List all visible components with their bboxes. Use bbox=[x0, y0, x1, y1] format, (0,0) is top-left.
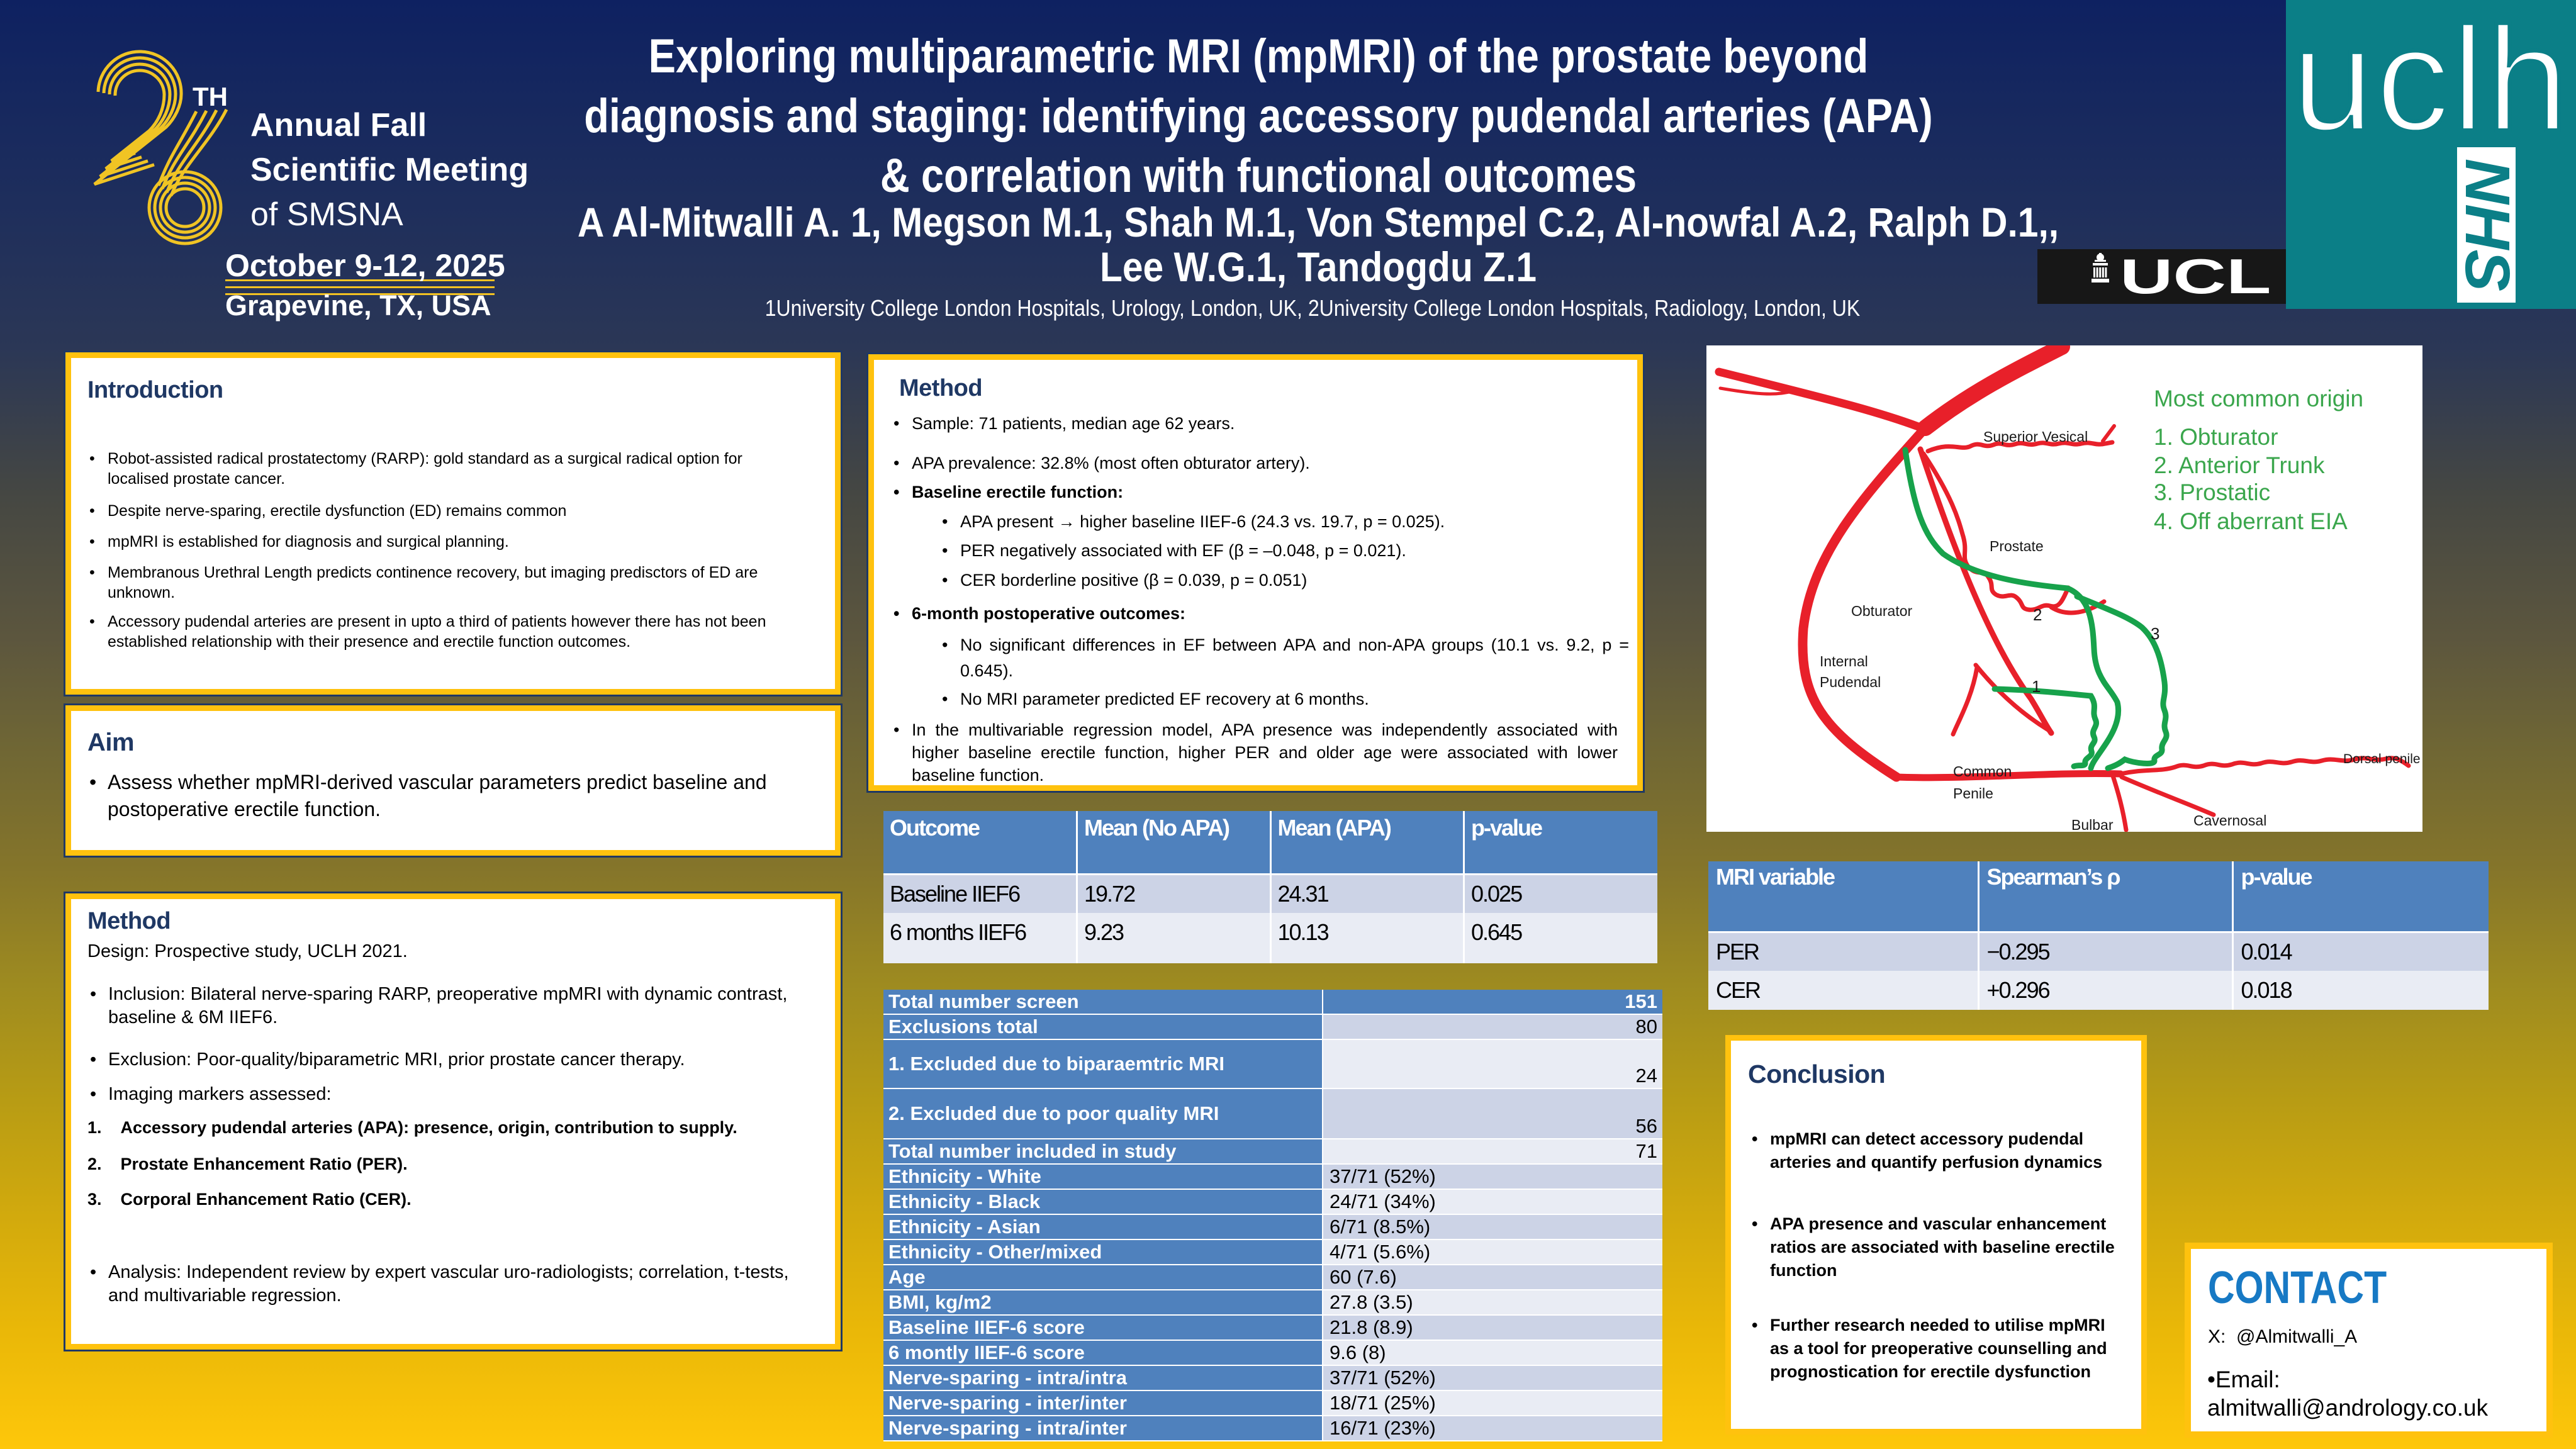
svg-text:Bulbar: Bulbar bbox=[2071, 817, 2114, 832]
svg-text:Dorsal penile: Dorsal penile bbox=[2343, 752, 2421, 766]
svg-text:3. Prostatic: 3. Prostatic bbox=[2154, 479, 2270, 505]
svg-text:Prostate: Prostate bbox=[1990, 538, 2044, 554]
svg-text:Common: Common bbox=[1953, 763, 2012, 780]
svg-text:Cavernosal: Cavernosal bbox=[2193, 812, 2266, 829]
svg-text:3: 3 bbox=[2151, 624, 2159, 643]
svg-text:Most common origin: Most common origin bbox=[2154, 386, 2363, 411]
svg-text:Superior Vesical: Superior Vesical bbox=[1983, 428, 2088, 445]
svg-text:1: 1 bbox=[2032, 677, 2041, 696]
svg-text:2. Anterior Trunk: 2. Anterior Trunk bbox=[2154, 452, 2325, 478]
svg-text:Obturator: Obturator bbox=[1851, 603, 1912, 619]
svg-text:4. Off aberrant EIA: 4. Off aberrant EIA bbox=[2154, 508, 2348, 534]
svg-text:2: 2 bbox=[2033, 605, 2042, 624]
svg-text:Pudendal: Pudendal bbox=[1820, 674, 1881, 690]
svg-text:Internal: Internal bbox=[1820, 653, 1868, 669]
svg-text:1. Obturator: 1. Obturator bbox=[2154, 424, 2278, 450]
svg-text:Penile: Penile bbox=[1953, 785, 1993, 802]
